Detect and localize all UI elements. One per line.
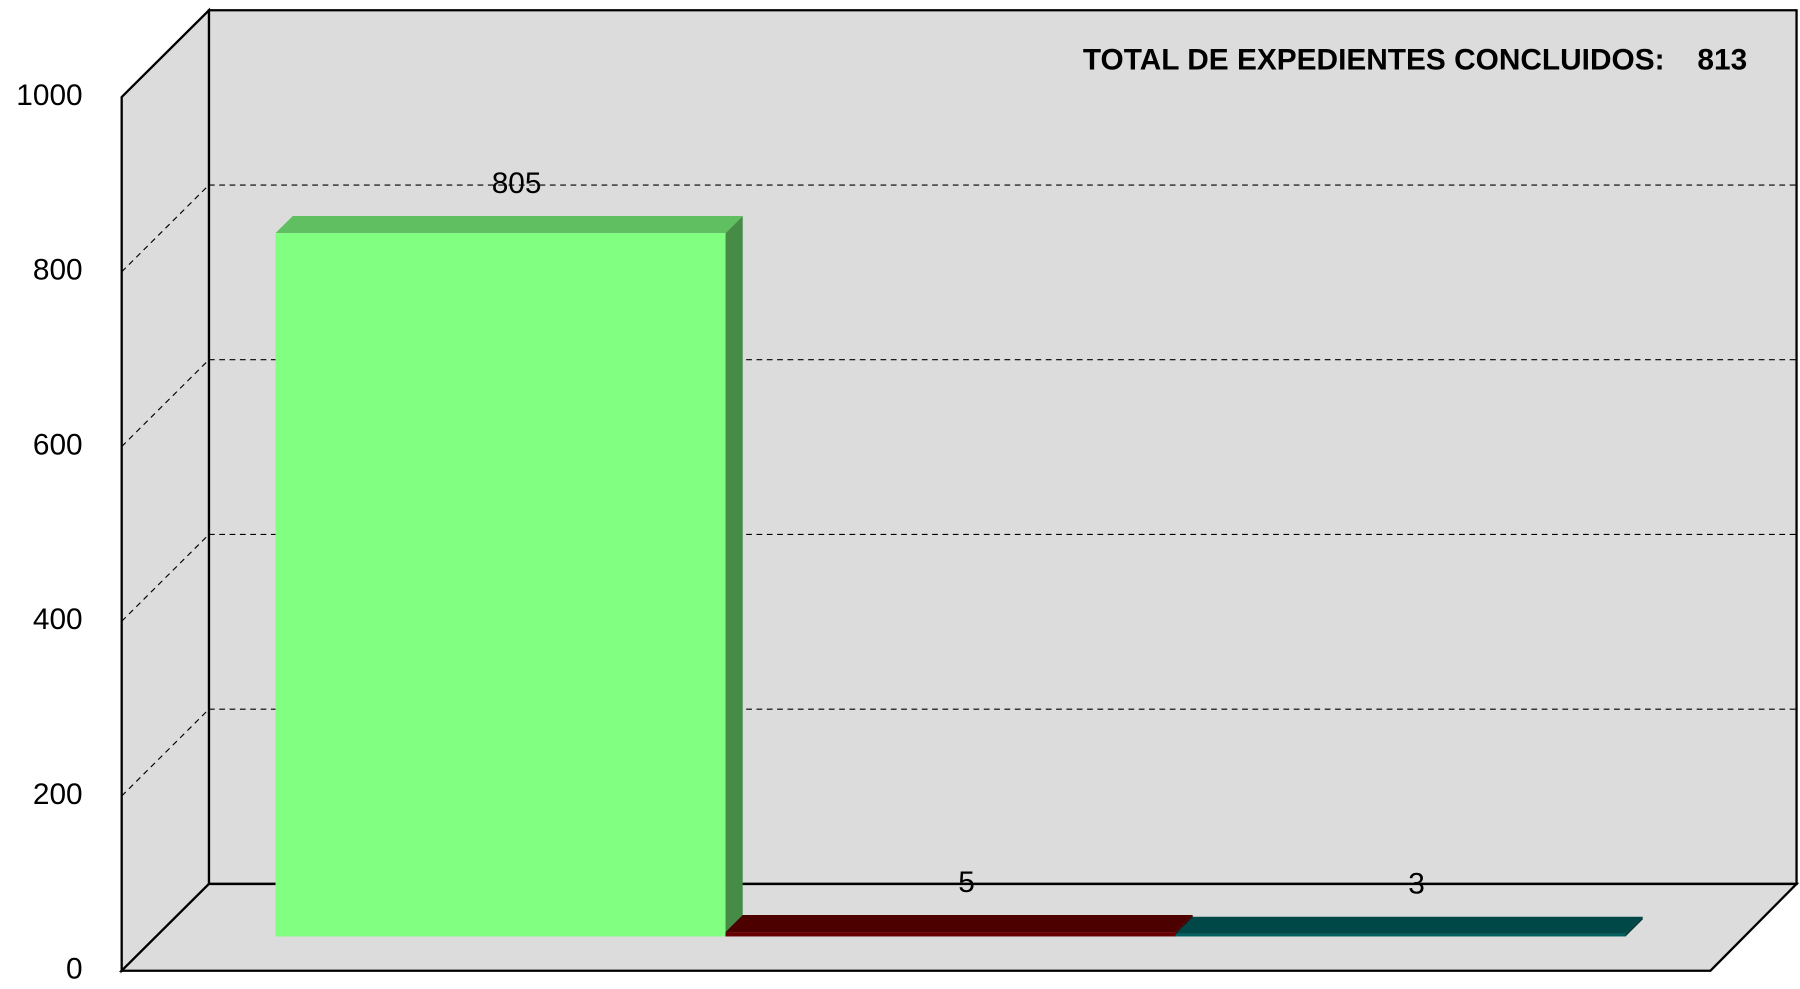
y-tick-label: 400: [33, 603, 83, 636]
bar: [725, 932, 1176, 937]
y-tick-label: 200: [33, 778, 83, 811]
bar-side: [725, 216, 743, 937]
grid: [121, 184, 1797, 797]
y-tick-label: 0: [66, 953, 83, 986]
value-label: 5: [958, 866, 975, 899]
bars: 805 5 3: [275, 167, 1643, 937]
bar: [1175, 933, 1626, 937]
bar-top: [725, 914, 1193, 933]
side-wall: [120, 7, 211, 974]
total: 813: [1697, 44, 1747, 77]
value-label: 3: [1408, 868, 1425, 901]
y-tick-label: 800: [33, 254, 83, 287]
bar-top: [275, 216, 743, 234]
bar: [275, 233, 726, 937]
annotation: TOTAL DE EXPEDIENTES CONCLUIDOS:: [1083, 44, 1665, 77]
y-tick-label: 600: [33, 428, 83, 461]
y-tick-label: 1000: [16, 79, 82, 112]
bar-side: [1625, 916, 1643, 937]
value-label: 805: [492, 167, 542, 200]
bar-top: [1175, 916, 1643, 934]
